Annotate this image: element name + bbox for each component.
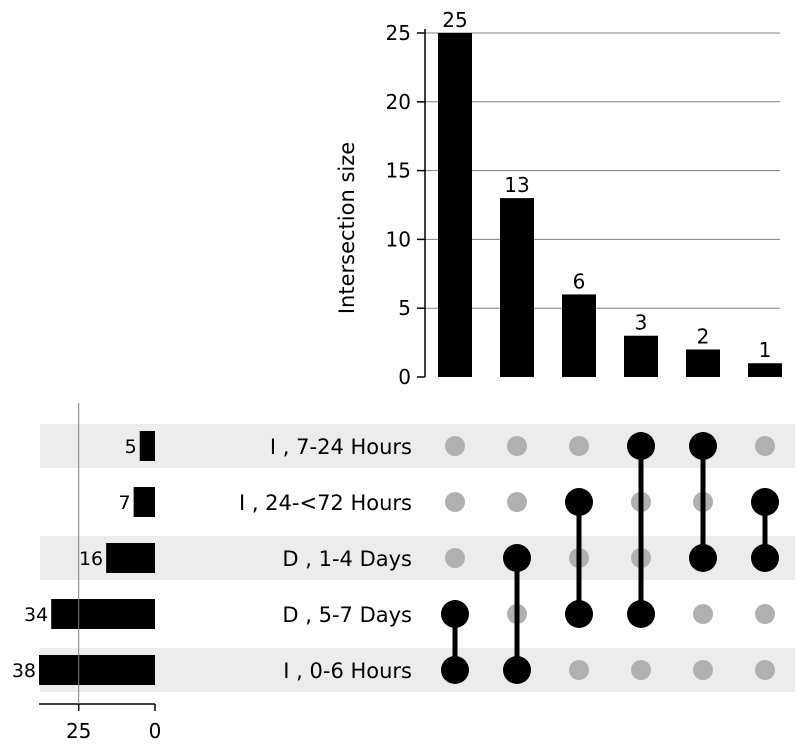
set-label: D , 5-7 Days [282,603,412,627]
intersection-bar-labels: 25 13 6 3 2 1 [442,8,771,362]
set-label: I , 0-6 Hours [283,659,412,683]
matrix-dot-active [565,488,593,516]
intersection-bar-value: 25 [442,8,467,32]
matrix-dot-inactive [755,436,775,456]
intersection-bars [438,33,782,377]
set-labels: I , 7-24 Hours I , 24-<72 Hours D , 1-4 Da… [239,435,412,683]
matrix-dot-inactive [445,492,465,512]
y-tick-label: 10 [386,227,411,251]
set-size-bars: 5 7 16 34 38 [12,431,155,685]
set-size-bar [139,431,155,461]
matrix-dot-inactive [445,436,465,456]
intersection-bar [686,349,720,377]
set-size-tick-label: 25 [66,719,91,743]
matrix-dot-inactive [507,436,527,456]
y-tick-label: 15 [386,159,411,183]
matrix-dot-inactive [445,548,465,568]
matrix-dot-active [627,600,655,628]
set-size-bar [133,487,155,517]
y-tick-label: 5 [398,296,411,320]
matrix-dot-inactive [755,660,775,680]
set-size-value: 7 [119,492,131,514]
matrix-dot-active [689,544,717,572]
matrix-dot-active [689,432,717,460]
matrix-dot-inactive [507,492,527,512]
intersection-bar-value: 3 [635,311,648,335]
set-size-value: 16 [79,548,103,570]
matrix-dot-active [627,432,655,460]
set-label: I , 24-<72 Hours [239,491,412,515]
set-size-bar [51,599,155,629]
matrix-dot-active [503,544,531,572]
row-stripe [40,424,795,468]
matrix-dot-active [503,656,531,684]
intersection-bar-value: 6 [573,269,586,293]
intersection-bar-value: 1 [759,338,772,362]
matrix-stripes [40,424,795,692]
set-size-tick-label: 0 [149,719,162,743]
matrix-dot-active [751,544,779,572]
intersection-bar-value: 2 [697,324,710,348]
set-size-bar [106,543,155,573]
set-label: D , 1-4 Days [282,547,412,571]
row-stripe [40,536,795,580]
matrix-dot-inactive [755,604,775,624]
set-size-value: 34 [24,604,48,626]
y-axis: 0 5 10 15 20 25 [386,21,426,389]
matrix-dot-active [751,488,779,516]
y-tick-label: 25 [386,21,411,45]
set-size-bar [39,655,155,685]
matrix-dot-inactive [569,436,589,456]
matrix-dot-active [565,600,593,628]
matrix-dot-inactive [693,604,713,624]
intersection-bar [748,363,782,377]
intersection-bar-value: 13 [504,173,529,197]
intersection-matrix [441,432,779,684]
set-size-axis: 25 0 [39,403,161,743]
intersection-bar [438,33,472,377]
intersection-bar [624,335,658,377]
y-tick-label: 20 [386,90,411,114]
y-tick-label: 0 [398,365,411,389]
set-label: I , 7-24 Hours [270,435,412,459]
y-gridlines [425,32,780,309]
intersection-bar [500,198,534,377]
y-axis-title: Intersection size [335,142,359,314]
matrix-dot-inactive [569,660,589,680]
matrix-dot-active [441,656,469,684]
set-size-value: 38 [12,660,36,682]
set-size-value: 5 [125,436,137,458]
matrix-dot-inactive [631,660,651,680]
matrix-dot-inactive [693,660,713,680]
matrix-dot-active [441,600,469,628]
row-stripe [40,648,795,692]
intersection-bar [562,294,596,377]
